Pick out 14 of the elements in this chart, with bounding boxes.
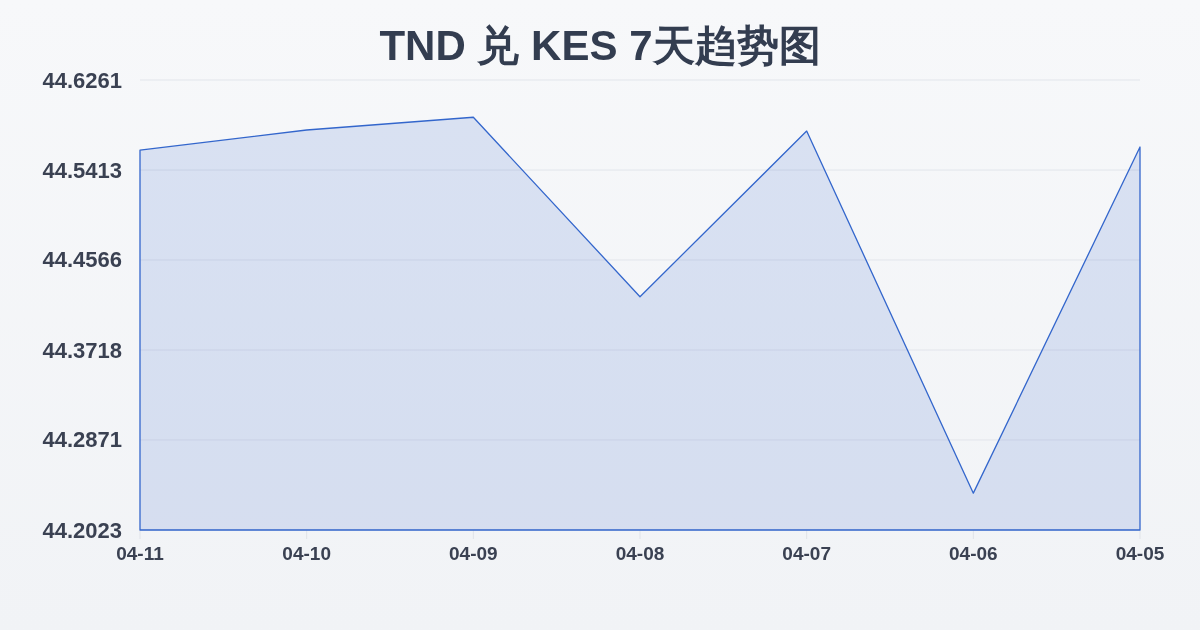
y-tick-label: 44.2023 (42, 517, 122, 543)
title: TND 兑 KES 7天趋势图 (379, 22, 821, 69)
y-tick-label: 44.5413 (42, 157, 122, 183)
x-tick-label: 04-10 (282, 543, 331, 564)
y-tick-label: 44.6261 (42, 67, 122, 93)
y-tick-label: 44.3718 (42, 337, 122, 363)
x-tick-label: 04-06 (949, 543, 998, 564)
x-tick-label: 04-05 (1115, 543, 1165, 564)
y-tick-label: 44.2871 (42, 427, 122, 453)
y-tick-label: 44.4566 (42, 247, 122, 273)
x-tick-label: 04-11 (116, 543, 165, 564)
x-tick-label: 04-08 (615, 543, 665, 564)
x-tick-label: 04-09 (449, 543, 498, 564)
x-tick-label: 04-07 (782, 543, 831, 564)
